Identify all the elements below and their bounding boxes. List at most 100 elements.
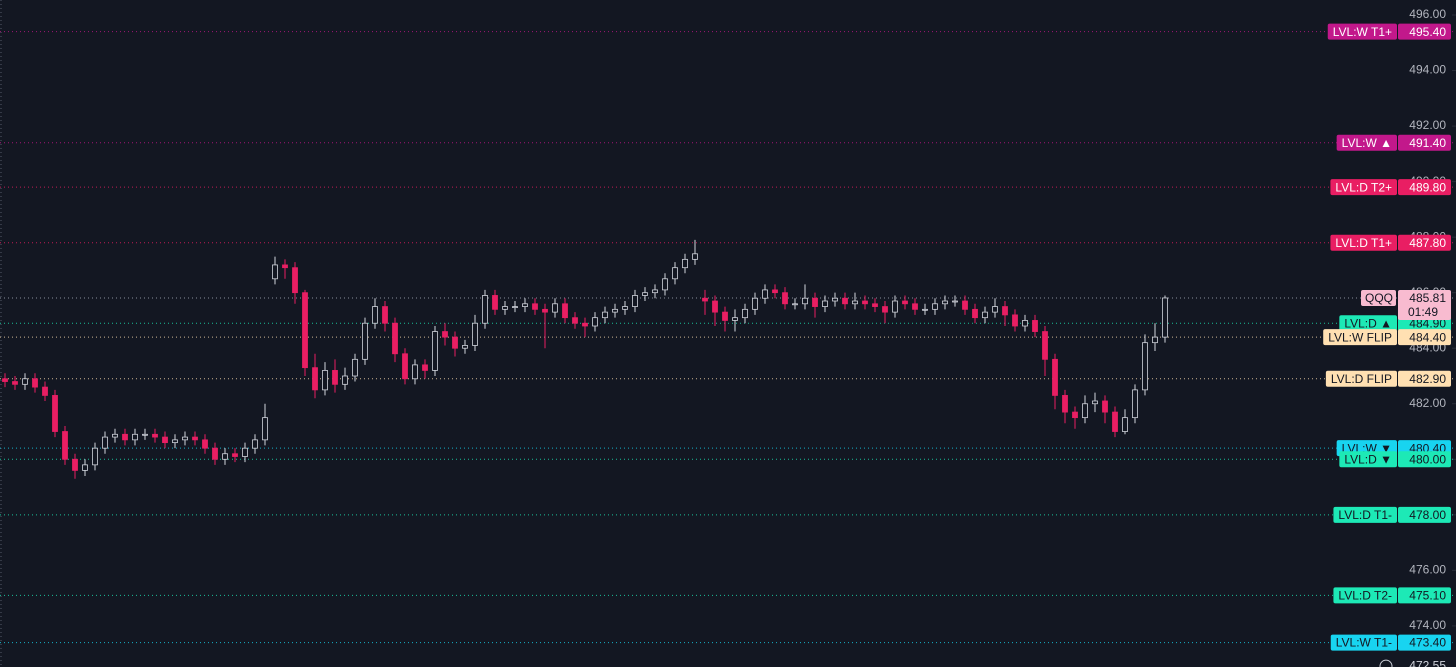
candle-body xyxy=(482,295,488,324)
level-price-tag xyxy=(1398,134,1451,151)
candle-body xyxy=(852,300,858,305)
candle-body xyxy=(672,267,678,280)
candle-body xyxy=(1152,336,1158,344)
level-price-tag xyxy=(1398,179,1451,196)
candle-body xyxy=(542,308,548,313)
candle-body xyxy=(412,364,418,380)
candle-body xyxy=(52,395,58,432)
candle-body xyxy=(2,378,8,382)
candle-body xyxy=(262,417,268,441)
y-tick-label: 494.00 xyxy=(1409,63,1446,77)
candle-body xyxy=(152,433,158,438)
y-tick-label: 482.00 xyxy=(1409,396,1446,410)
candle-body xyxy=(982,311,988,319)
candle-body xyxy=(352,358,358,377)
candle-body xyxy=(1112,411,1118,432)
candle-body xyxy=(1002,306,1008,316)
candle-body xyxy=(122,433,128,441)
candle-body xyxy=(432,331,438,371)
level-name: LVL:D ▼ xyxy=(1344,452,1392,466)
candle-body xyxy=(42,386,48,396)
candle-body xyxy=(882,306,888,313)
countdown: 01:49 xyxy=(1408,305,1438,319)
candle-body xyxy=(762,289,768,299)
candle-body xyxy=(342,375,348,385)
candle-body xyxy=(862,300,868,305)
candle-body xyxy=(642,292,648,296)
level-tag xyxy=(1327,23,1397,40)
candle-body xyxy=(232,453,238,457)
level-tag xyxy=(1336,134,1397,151)
candle-body xyxy=(502,306,508,310)
level-name: LVL:D T2+ xyxy=(1335,180,1392,194)
level-price: 473.40 xyxy=(1409,636,1446,650)
candle-body xyxy=(292,267,298,294)
level-price-tag xyxy=(1398,451,1451,468)
level-price: 482.90 xyxy=(1409,372,1446,386)
candle-body xyxy=(872,303,878,307)
candle-body xyxy=(172,439,178,444)
candle-body xyxy=(952,300,958,303)
candle-body xyxy=(752,297,758,310)
candle-body xyxy=(512,306,518,308)
candle-body xyxy=(1052,358,1058,396)
candle-body xyxy=(472,322,478,346)
candle-body xyxy=(462,345,468,349)
candle-body xyxy=(602,311,608,319)
level-tag xyxy=(1330,179,1397,196)
candle-body xyxy=(922,308,928,311)
candle-body xyxy=(522,303,528,307)
level-price: 491.40 xyxy=(1409,136,1446,150)
candle-body xyxy=(302,292,308,369)
candle-body xyxy=(32,378,38,388)
candle-body xyxy=(842,297,848,305)
candle-body xyxy=(92,447,98,466)
candle-body xyxy=(382,306,388,324)
level-price-tag xyxy=(1398,23,1451,40)
candle-body xyxy=(322,370,328,391)
level-name: LVL:D T1- xyxy=(1338,508,1392,522)
candle-body xyxy=(572,317,578,324)
y-tick-label: 496.00 xyxy=(1409,7,1446,21)
level-price-tag xyxy=(1398,634,1451,651)
level-tag xyxy=(1339,315,1397,332)
level-price-tag xyxy=(1398,234,1451,251)
level-price: 484.40 xyxy=(1409,330,1446,344)
candle-body xyxy=(682,258,688,269)
candle-body xyxy=(1102,400,1108,413)
candle-body xyxy=(1092,400,1098,405)
level-price-tag xyxy=(1398,329,1451,346)
candle-body xyxy=(1142,342,1148,391)
candle-body xyxy=(202,439,208,449)
candle-body xyxy=(1022,320,1028,327)
candle-body xyxy=(422,364,428,371)
candle-body xyxy=(552,303,558,313)
candle-body xyxy=(142,433,148,436)
level-price: 495.40 xyxy=(1409,25,1446,39)
level-name: LVL:D T1+ xyxy=(1335,236,1392,250)
level-tag xyxy=(1323,329,1397,346)
candle-body xyxy=(192,436,198,441)
candle-body xyxy=(942,300,948,305)
level-price: 489.80 xyxy=(1409,180,1446,194)
candle-body xyxy=(772,289,778,294)
candle-body xyxy=(252,439,258,449)
candle-body xyxy=(402,353,408,380)
candle-body xyxy=(212,447,218,460)
candle-body xyxy=(362,322,368,360)
candle-body xyxy=(182,436,188,441)
candle-body xyxy=(992,306,998,313)
candle-body xyxy=(372,306,378,324)
candle-body xyxy=(902,300,908,305)
candle-body xyxy=(12,381,18,385)
level-tag xyxy=(1325,370,1397,387)
candle-body xyxy=(1042,331,1048,360)
candle-body xyxy=(792,303,798,306)
candle-body xyxy=(392,322,398,355)
candle-body xyxy=(822,300,828,307)
candle-body xyxy=(1122,417,1128,432)
candle-body xyxy=(622,306,628,310)
cursor-icon xyxy=(1379,659,1393,667)
candle-body xyxy=(972,308,978,319)
